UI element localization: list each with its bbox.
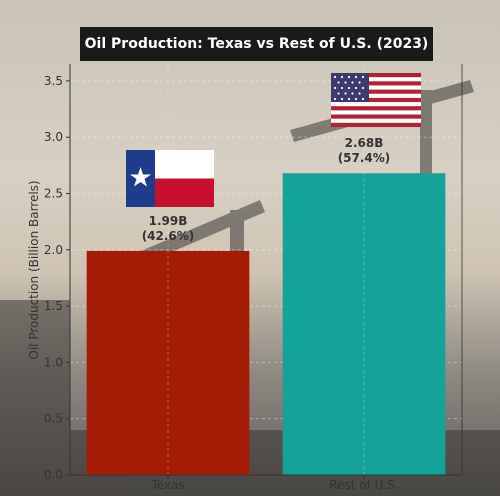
y-tick-label: 3.0 bbox=[44, 130, 63, 144]
y-tick-label: 3.5 bbox=[44, 74, 63, 88]
x-tick-label: Rest of U.S. bbox=[329, 478, 398, 492]
chart-title: Oil Production: Texas vs Rest of U.S. (2… bbox=[80, 27, 433, 61]
bar-rest-of-u-s bbox=[282, 173, 446, 475]
texas-flag-icon bbox=[126, 150, 214, 207]
y-tick-label: 0.5 bbox=[44, 412, 63, 426]
data-label: 2.68B (57.4%) bbox=[338, 136, 391, 165]
y-tick-label: 0.0 bbox=[44, 468, 63, 482]
y-tick-label: 1.5 bbox=[44, 299, 63, 313]
bar-texas bbox=[86, 250, 250, 475]
y-axis-label: Oil Production (Billion Barrels) bbox=[27, 180, 41, 359]
y-tick-label: 2.5 bbox=[44, 186, 63, 200]
y-tick-label: 2.0 bbox=[44, 243, 63, 257]
us-flag-icon bbox=[331, 73, 421, 127]
data-label: 1.99B (42.6%) bbox=[142, 214, 195, 243]
x-tick-label: Texas bbox=[150, 478, 184, 492]
y-tick-label: 1.0 bbox=[44, 355, 63, 369]
